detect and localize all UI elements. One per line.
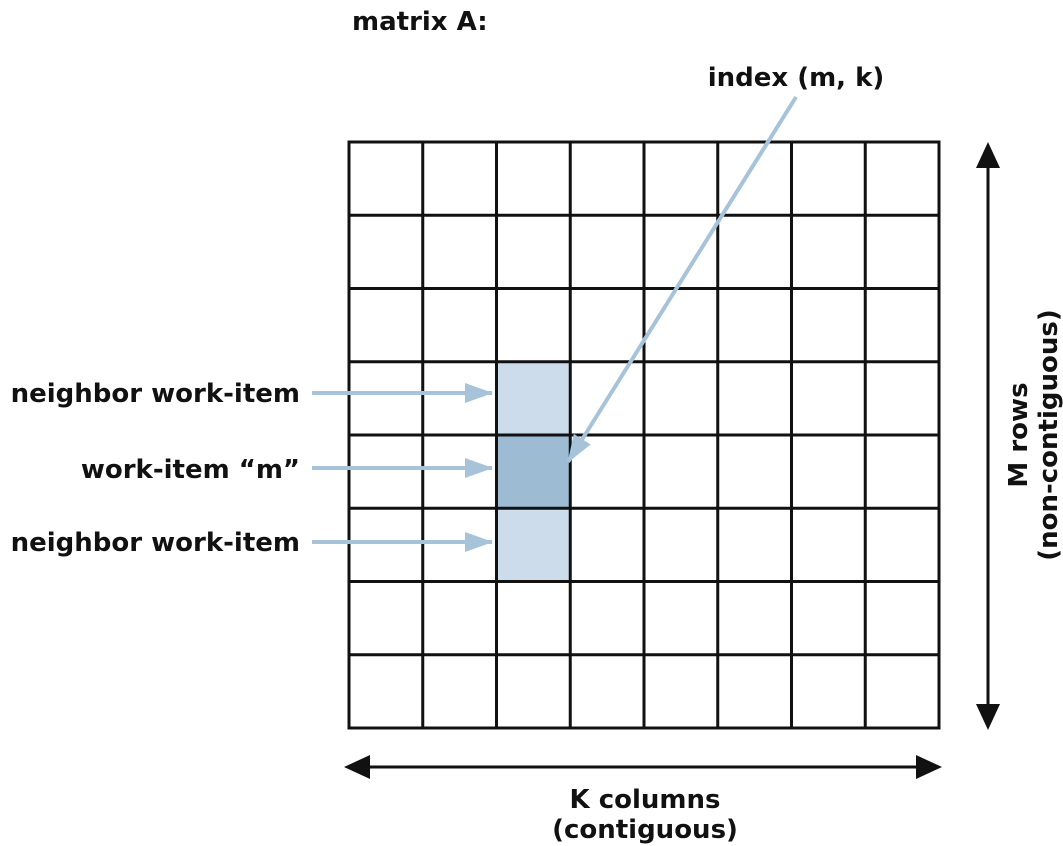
matrix-title: matrix A:	[352, 7, 488, 37]
neighbor-work-item-cell-2	[496, 508, 571, 582]
rows-label-line2: (non-contiguous)	[1034, 309, 1063, 561]
current-work-item-cell-1	[496, 435, 571, 509]
index-pointer-arrow	[566, 95, 798, 464]
rows-label: M rows (non-contiguous)	[1004, 309, 1063, 561]
matrix-grid	[347, 140, 941, 730]
neighbor-bottom-label: neighbor work-item	[11, 528, 300, 558]
columns-dimension-arrow	[344, 755, 942, 779]
neighbor-top-label: neighbor work-item	[11, 379, 300, 409]
rows-label-line1: M rows	[1004, 382, 1034, 487]
work-item-label: work-item “m”	[81, 455, 300, 485]
rows-dimension-arrow	[976, 142, 1000, 730]
index-label: index (m, k)	[708, 63, 885, 93]
columns-label-line2: (contiguous)	[552, 815, 738, 845]
neighbor-work-item-cell-0	[496, 361, 571, 435]
highlighted-cells	[496, 361, 571, 582]
columns-label-line1: K columns	[570, 785, 721, 815]
